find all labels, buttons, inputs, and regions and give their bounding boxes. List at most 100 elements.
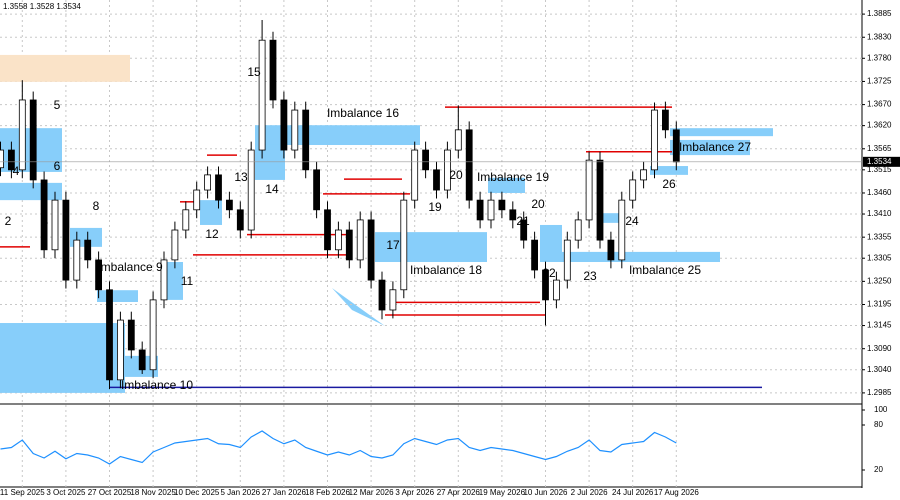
candle-body — [215, 174, 222, 201]
candle-body — [171, 229, 179, 261]
candle-body — [95, 259, 102, 291]
annotation: 13 — [234, 170, 248, 184]
y-tick-label: 1.3090 — [867, 344, 892, 353]
x-tick-label: 5 Jan 2026 — [221, 488, 261, 497]
annotation: 2 — [5, 214, 12, 228]
x-tick-label: 10 Jun 2026 — [523, 488, 568, 497]
candle-body — [574, 219, 582, 241]
annotation: 12 — [205, 227, 219, 241]
candle-body — [302, 109, 310, 171]
candle-body — [509, 209, 517, 221]
annotation: 20 — [531, 197, 545, 211]
candle-body — [204, 174, 212, 191]
current-price-label: 1.3534 — [867, 157, 892, 166]
candle-body — [487, 199, 495, 221]
candle-body — [640, 169, 647, 181]
y-tick-label: 1.3780 — [867, 53, 892, 62]
candle-body — [258, 39, 266, 151]
x-tick-label: 19 May 2026 — [479, 488, 526, 497]
imbalance-zone — [670, 139, 750, 156]
candle-body — [149, 299, 157, 371]
candle-body — [367, 219, 375, 281]
annotation: 24 — [625, 214, 639, 228]
x-tick-label: 3 Oct 2025 — [46, 488, 86, 497]
annotation: 20 — [449, 168, 463, 182]
candle-body — [236, 209, 244, 231]
candle-body — [138, 349, 146, 371]
candle-body — [291, 109, 299, 151]
candle-body — [51, 199, 59, 251]
annotation: 6 — [54, 159, 61, 173]
annotation: Imbalance 16 — [327, 106, 399, 120]
candle-body — [465, 129, 473, 201]
annotation: 11 — [181, 274, 194, 288]
candle-body — [106, 289, 113, 381]
imbalance-zone — [255, 125, 420, 145]
candle-body — [476, 199, 484, 221]
imbalance-zone — [200, 200, 222, 225]
y-tick-label: 1.3195 — [867, 300, 892, 309]
imbalance-zone — [650, 166, 688, 175]
imbalance-zone — [165, 262, 183, 300]
wedge-shape — [332, 288, 385, 326]
candle-body — [29, 99, 37, 181]
imbalance-zone — [0, 323, 125, 393]
candle-body — [531, 239, 538, 271]
candle-body — [62, 199, 70, 281]
y-tick-label: 1.3460 — [867, 188, 892, 197]
y-tick-label: 1.3620 — [867, 121, 892, 130]
candle-body — [324, 209, 331, 251]
candle-body — [73, 239, 81, 281]
annotation: 19 — [428, 200, 442, 214]
candle-body — [7, 149, 15, 171]
candle-body — [84, 239, 92, 261]
candle-body — [40, 179, 48, 251]
candle-body — [160, 259, 168, 301]
candle-body — [334, 229, 342, 251]
annotation: 22 — [542, 266, 556, 280]
y-tick-label: 1.3355 — [867, 232, 892, 241]
imbalance-zone — [97, 290, 138, 302]
annotation: Imbalance 19 — [477, 170, 549, 184]
candle-body — [563, 239, 571, 281]
background-layer — [0, 0, 862, 487]
candle-body — [443, 149, 451, 191]
x-tick-label: 27 Apr 2026 — [437, 488, 481, 497]
candle-body — [585, 159, 593, 221]
candle-body — [411, 149, 419, 201]
x-tick-label: 10 Dec 2025 — [174, 488, 220, 497]
y-tick-label: 1.3830 — [867, 32, 892, 41]
x-tick-label: 18 Feb 2026 — [305, 488, 350, 497]
indicator-tick-label: 100 — [874, 405, 888, 414]
candle-body — [127, 319, 135, 351]
annotation: 23 — [583, 269, 597, 283]
candle-body — [356, 219, 364, 261]
indicator-tick-label: 80 — [874, 420, 883, 429]
candle-body — [117, 319, 124, 381]
indicator-tick-label: 20 — [874, 465, 883, 474]
annotation: Imbalance 9 — [97, 260, 163, 274]
candle-body — [651, 109, 658, 171]
x-tick-label: 11 Sep 2025 — [0, 488, 45, 497]
annotation: 4 — [13, 164, 20, 178]
candle-body — [0, 149, 4, 169]
y-tick-label: 1.3885 — [867, 9, 892, 18]
y-tick-label: 1.2985 — [867, 388, 892, 397]
imbalance-zone — [670, 128, 773, 137]
imbalance-zone — [255, 144, 285, 180]
candle-body — [454, 129, 462, 151]
x-tick-label: 27 Jan 2026 — [262, 488, 307, 497]
foreground-layer: 1.3885 1.3830 1.3780 1.3725 1.3670 1.3620 1.35… — [0, 9, 900, 497]
x-tick-label: 24 Jul 2026 — [612, 488, 654, 497]
candle-body — [247, 149, 255, 231]
candle-body — [618, 199, 626, 261]
y-tick-label: 1.3145 — [867, 321, 892, 330]
imbalance-zone — [600, 213, 625, 223]
candle-body — [225, 199, 233, 211]
x-tick-label: 3 Apr 2026 — [395, 488, 434, 497]
candle-body — [553, 279, 560, 301]
y-tick-label: 1.3725 — [867, 77, 892, 86]
y-tick-label: 1.3565 — [867, 144, 892, 153]
candle-body — [498, 199, 506, 211]
